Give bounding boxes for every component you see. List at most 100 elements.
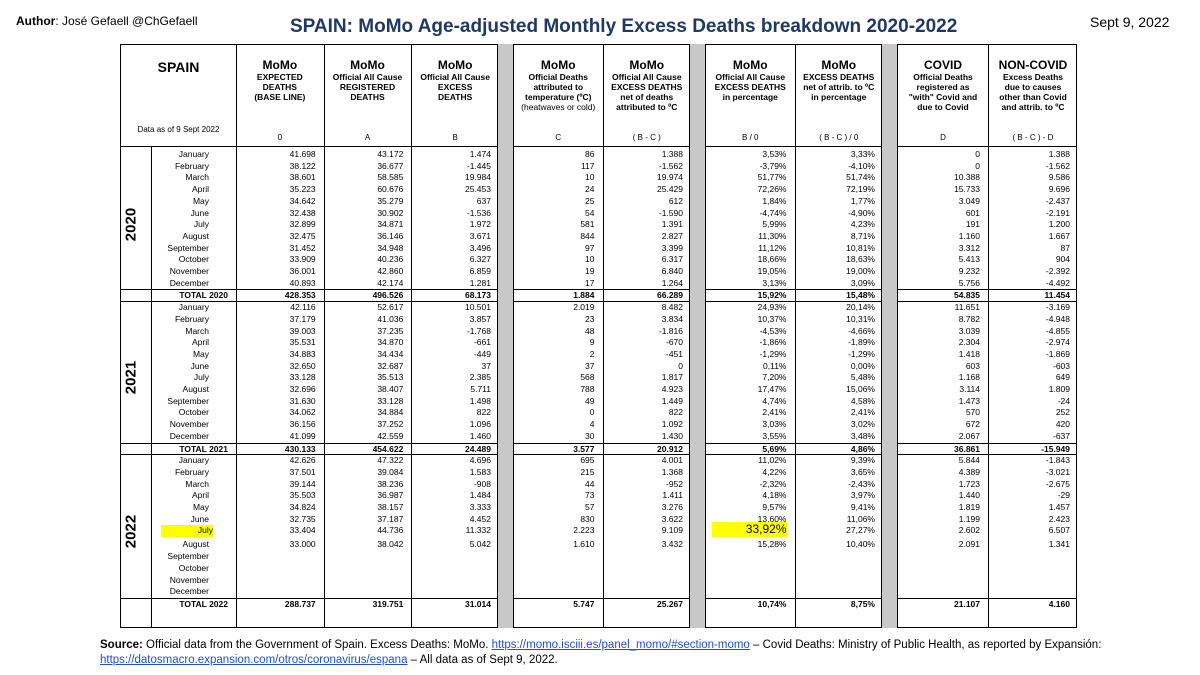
- value-cell: 603: [965, 360, 980, 371]
- value-cell: [898, 563, 980, 575]
- value-cell: -2,32%: [759, 478, 787, 489]
- column-header-line: attributed to: [533, 82, 584, 92]
- table-row: 11.651 -3.169: [898, 302, 1076, 314]
- table-row: 9 -670: [514, 337, 689, 349]
- value-cell: 1.819: [958, 502, 980, 512]
- table-row: 1.199 2.423: [898, 514, 1076, 526]
- total-row: 54.835 11.454: [898, 289, 1076, 302]
- value-cell: 1.484: [469, 490, 491, 501]
- month-label: March: [185, 325, 209, 336]
- value-cell: 9.232: [958, 266, 980, 276]
- header-divider: [898, 146, 1076, 147]
- value-cell: 0,00%: [850, 360, 875, 371]
- table-row: September: [121, 551, 497, 563]
- table-row: 30 1.430: [514, 431, 689, 443]
- value-cell: 0: [975, 149, 980, 159]
- column-divider: [602, 45, 604, 627]
- value-cell: 11.454: [1044, 290, 1070, 301]
- value-cell: 58.585: [377, 172, 404, 183]
- column-header-line: DEATHS: [350, 92, 385, 102]
- column-header-line: Official All Cause: [715, 72, 786, 82]
- month-label: January: [178, 455, 209, 466]
- momo-link[interactable]: https://momo.isciii.es/panel_momo/#secti…: [491, 639, 750, 651]
- value-cell: 31.630: [289, 395, 316, 406]
- value-cell: 33.128: [289, 372, 316, 383]
- table-row: 570 252: [898, 407, 1076, 419]
- value-cell: -1.562: [658, 160, 683, 171]
- column-header-7: COVID Official Deaths registered as "with" …: [898, 45, 988, 146]
- month-label: January: [178, 149, 209, 159]
- value-cell: 1.092: [661, 419, 683, 430]
- value-cell: 19.974: [657, 172, 683, 183]
- value-cell: [514, 575, 595, 587]
- value-cell: 252: [1055, 407, 1070, 418]
- value-cell: 117: [580, 160, 595, 171]
- column-code: B / 0: [742, 133, 759, 142]
- year-label: 2020: [122, 207, 140, 241]
- table-row: 2.602 6.507: [898, 525, 1076, 537]
- table-row: 830 3.622: [514, 514, 689, 526]
- table-row: 1.160 1.667: [898, 231, 1076, 243]
- value-cell: 34.642: [289, 195, 316, 206]
- header-divider: [121, 146, 497, 147]
- value-cell: 73: [585, 490, 595, 501]
- value-cell: 6.317: [661, 254, 683, 265]
- value-cell: 34.062: [289, 407, 316, 418]
- value-cell: 68.173: [464, 290, 491, 301]
- table-row: 9.232 -2.392: [898, 266, 1076, 278]
- month-label: December: [169, 586, 209, 597]
- value-cell: 3,13%: [762, 277, 787, 288]
- value-cell: 1.610: [573, 539, 595, 550]
- value-cell: 1.460: [469, 430, 491, 441]
- table-row: -4,74% -4,90%: [706, 208, 881, 220]
- total-row: 5,69% 4,86%: [706, 442, 881, 456]
- value-cell: 25: [585, 195, 595, 206]
- value-cell: 637: [476, 195, 491, 206]
- value-cell: 3.496: [469, 242, 491, 253]
- total-row: TOTAL 2020 428.353 496.526 68.173: [121, 289, 497, 302]
- value-cell: [988, 563, 1070, 575]
- value-cell: 1.264: [661, 277, 683, 288]
- table-row: February 37.501 39.084 1.583: [121, 467, 497, 479]
- column-header-line: Official All Cause: [611, 72, 682, 82]
- value-cell: 39.144: [289, 478, 316, 489]
- table-row: 1.610 3.432: [514, 539, 689, 551]
- value-cell: 2.423: [1048, 513, 1070, 524]
- table-row: 19 6.840: [514, 266, 689, 278]
- value-cell: -4,90%: [848, 207, 875, 218]
- value-cell: 844: [580, 230, 595, 241]
- table-row: 15.733 9.696: [898, 184, 1076, 196]
- value-cell: 11,06%: [846, 513, 875, 524]
- value-cell: 32.475: [289, 230, 316, 241]
- source-label: Source:: [100, 639, 143, 651]
- expansion-link[interactable]: https://datosmacro.expansion.com/otros/c…: [100, 654, 408, 666]
- value-cell: 37.501: [289, 466, 316, 477]
- table-row: October: [121, 563, 497, 575]
- table-row: February 38.122 36.677 -1.445: [121, 161, 497, 173]
- month-label: March: [185, 478, 209, 489]
- value-cell: 36.001: [289, 266, 316, 276]
- value-cell: -1.843: [1045, 455, 1070, 466]
- value-cell: 5.042: [469, 539, 491, 550]
- table-row: 0 822: [514, 407, 689, 419]
- month-label: December: [169, 430, 209, 441]
- value-cell: 1.160: [958, 230, 980, 241]
- value-cell: 44: [585, 478, 595, 489]
- value-cell: 1.583: [469, 466, 491, 477]
- value-cell: 6.507: [1048, 525, 1070, 536]
- source-note: Source: Official data from the Governmen…: [100, 638, 1120, 668]
- value-cell: 32.650: [289, 360, 316, 371]
- value-cell: -4,10%: [848, 160, 875, 171]
- table-row: [706, 563, 881, 575]
- column-header-title: MoMo: [629, 58, 665, 72]
- header-divider: [514, 146, 689, 147]
- table-row: 1.723 -2.675: [898, 479, 1076, 491]
- value-cell: 9.696: [1048, 184, 1070, 195]
- value-cell: -4,74%: [759, 207, 787, 218]
- value-cell: 695: [580, 455, 595, 466]
- value-cell: 3,48%: [850, 430, 875, 441]
- value-cell: 4.923: [661, 384, 683, 394]
- value-cell: -1.445: [466, 160, 491, 171]
- total-row: 10,74% 8,75%: [706, 597, 881, 611]
- column-code: ( B - C ): [632, 133, 661, 142]
